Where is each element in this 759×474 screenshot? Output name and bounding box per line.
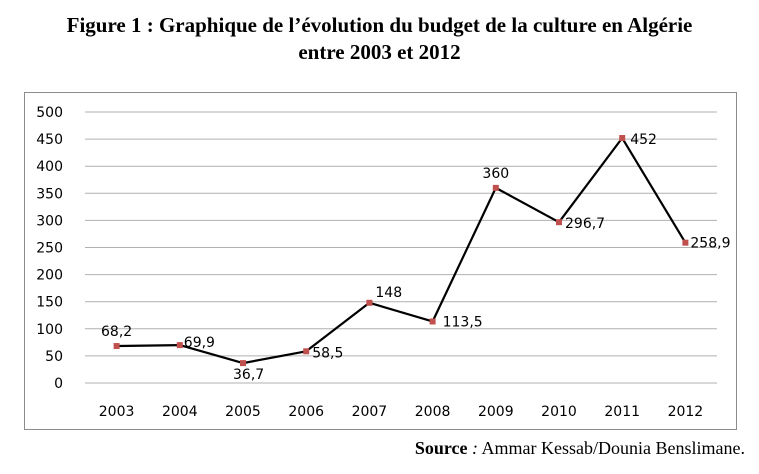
- source-note: Source : Ammar Kessab/Dounia Benslimane.: [415, 438, 745, 459]
- data-point-marker: [682, 239, 689, 246]
- x-tick-label: 2008: [415, 404, 451, 420]
- data-point-marker: [303, 348, 310, 355]
- data-point-marker: [556, 219, 562, 226]
- y-tick-label: 0: [54, 376, 63, 392]
- line-chart: 0 50 100 150 200 250 300 350 400 450 500 2003 2004 20…: [36, 105, 730, 420]
- data-label: 148: [375, 285, 402, 301]
- x-tick-label: 2006: [288, 404, 324, 420]
- data-label: 58,5: [312, 345, 343, 361]
- y-tick-label: 200: [36, 268, 63, 284]
- x-tick-label: 2007: [352, 404, 388, 420]
- y-tick-label: 350: [36, 186, 63, 202]
- series-line: [116, 136, 687, 365]
- data-point-marker: [176, 342, 183, 349]
- data-point-marker: [619, 135, 626, 142]
- x-tick-label: 2010: [541, 404, 577, 420]
- y-tick-label: 100: [36, 322, 63, 338]
- x-tick-label: 2012: [668, 404, 704, 420]
- figure-title-line1: Figure 1 : Graphique de l’évolution du b…: [66, 13, 693, 37]
- data-label: 113,5: [443, 314, 483, 330]
- data-label: 69,9: [184, 335, 215, 351]
- figure-title-line2: entre 2003 et 2012: [298, 40, 461, 64]
- source-separator: :: [467, 438, 479, 458]
- y-tick-label: 400: [36, 159, 63, 175]
- data-point-marker: [429, 318, 436, 325]
- data-label: 258,9: [690, 236, 730, 252]
- x-tick-label: 2009: [478, 404, 514, 420]
- data-label: 68,2: [101, 324, 132, 340]
- data-point-marker: [366, 299, 373, 306]
- y-tick-label: 250: [36, 241, 63, 257]
- source-text: Ammar Kessab/Dounia Benslimane.: [478, 438, 745, 458]
- data-label: 452: [630, 132, 657, 148]
- data-label: 36,7: [233, 367, 264, 383]
- figure-title: Figure 1 : Graphique de l’évolution du b…: [0, 12, 759, 66]
- data-point-marker: [113, 343, 120, 350]
- y-tick-label: 150: [36, 295, 63, 311]
- data-point-marker: [492, 184, 499, 191]
- x-tick-label: 2011: [604, 404, 640, 420]
- chart-frame: 0 50 100 150 200 250 300 350 400 450 500 2003 2004 20…: [24, 92, 737, 430]
- y-tick-label: 300: [36, 213, 63, 229]
- data-label: 296,7: [565, 216, 605, 232]
- x-tick-label: 2004: [162, 404, 198, 420]
- x-tick-label: 2005: [225, 404, 261, 420]
- data-label: 360: [482, 166, 509, 182]
- y-tick-label: 500: [36, 105, 63, 121]
- y-tick-label: 450: [36, 132, 63, 148]
- data-point-marker: [240, 360, 246, 367]
- x-tick-label: 2003: [99, 404, 135, 420]
- y-tick-label: 50: [45, 349, 63, 365]
- source-label: Source: [414, 438, 468, 458]
